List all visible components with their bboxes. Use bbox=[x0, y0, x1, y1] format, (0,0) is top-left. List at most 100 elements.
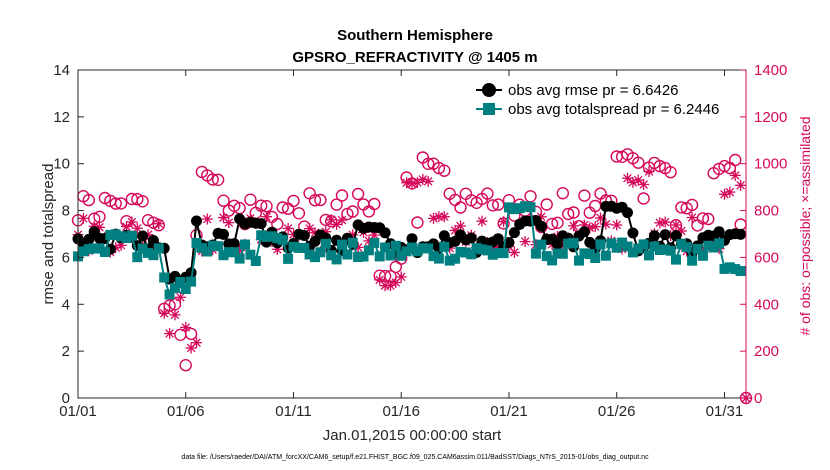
totalspread-point bbox=[724, 262, 735, 273]
totalspread-point bbox=[288, 241, 299, 252]
obs-assimilated-stroke bbox=[418, 175, 428, 184]
obs-assimilated-marker bbox=[568, 220, 580, 232]
totalspread-point bbox=[574, 255, 584, 266]
obs-assimilated-marker bbox=[455, 220, 466, 232]
obs-possible-marker bbox=[368, 197, 381, 211]
obs-possible-marker bbox=[492, 198, 505, 211]
obs-possible-marker bbox=[696, 212, 710, 225]
y-right-tick-label: 1000 bbox=[754, 156, 787, 173]
totalspread-point bbox=[310, 252, 320, 263]
obs-assimilated-stroke bbox=[165, 329, 174, 338]
totalspread-point bbox=[250, 256, 261, 266]
obs-possible-marker bbox=[287, 194, 300, 208]
y-axis-right: 0 200 400 600 800 1000 1200 1400 bbox=[740, 62, 787, 407]
obs-possible-marker bbox=[718, 159, 731, 173]
obs-possible-marker bbox=[729, 153, 742, 167]
y-axis-left: 0 2 4 6 8 10 12 14 bbox=[53, 62, 84, 407]
obs-assimilated-marker bbox=[476, 215, 488, 227]
totalspread-point bbox=[676, 239, 687, 250]
obs-possible-marker bbox=[540, 198, 553, 211]
totalspread-point bbox=[207, 240, 218, 251]
obs-possible-marker bbox=[486, 199, 499, 212]
x-tick-label: 01/16 bbox=[382, 403, 420, 420]
x-tick-label: 01/01 bbox=[59, 403, 97, 420]
obs-assimilated-stroke bbox=[326, 215, 336, 225]
totalspread-point bbox=[353, 252, 364, 262]
totalspread-point bbox=[509, 204, 520, 215]
obs-assimilated-stroke bbox=[407, 179, 417, 188]
totalspread-point bbox=[283, 253, 294, 264]
y-right-tick-label: 400 bbox=[754, 296, 779, 313]
totalspread-point bbox=[126, 230, 137, 241]
obs-assimilated-marker bbox=[201, 213, 213, 225]
y-axis-left-label: rmse and totalspread bbox=[40, 164, 57, 305]
totalspread-point bbox=[466, 249, 477, 260]
obs-possible-marker bbox=[109, 197, 122, 210]
legend-box bbox=[470, 78, 740, 118]
totalspread-point bbox=[137, 243, 148, 254]
y-axis-right-label: # of obs: o=possible; ×=assimilated bbox=[797, 116, 813, 335]
obs-assimilated-marker bbox=[438, 211, 450, 223]
totalspread-point bbox=[433, 253, 444, 264]
y-right-tick-label: 1200 bbox=[754, 109, 787, 126]
totalspread-point bbox=[477, 244, 487, 255]
x-tick-label: 01/11 bbox=[275, 403, 311, 420]
totalspread-point bbox=[347, 237, 358, 248]
totalspread-point bbox=[541, 251, 552, 262]
totalspread-point bbox=[654, 245, 665, 255]
obs-possible-marker bbox=[685, 198, 699, 212]
obs-possible-marker bbox=[276, 201, 289, 214]
rmse-point bbox=[191, 215, 202, 227]
totalspread-point bbox=[552, 248, 563, 259]
totalspread-point bbox=[277, 234, 288, 245]
totalspread-point bbox=[417, 243, 428, 254]
totalspread-point bbox=[498, 248, 509, 259]
obs-assimilated-stroke bbox=[450, 226, 460, 235]
rmse-point bbox=[83, 233, 95, 245]
obs-assimilated-stroke bbox=[202, 214, 212, 224]
x-tick-label: 01/31 bbox=[706, 403, 744, 420]
obs-assimilated-marker bbox=[729, 169, 741, 181]
obs-assimilated-stroke bbox=[224, 218, 234, 227]
obs-possible-marker bbox=[308, 193, 322, 207]
obs-assimilated-marker bbox=[724, 186, 736, 198]
obs-assimilated-stroke bbox=[623, 173, 632, 183]
obs-possible-marker bbox=[227, 199, 241, 213]
rmse-point bbox=[492, 233, 504, 245]
totalspread-point bbox=[547, 255, 558, 266]
totalspread-point bbox=[99, 247, 110, 257]
totalspread-point bbox=[390, 240, 401, 251]
legend-spread-marker bbox=[483, 103, 495, 115]
totalspread-point bbox=[110, 229, 121, 240]
totalspread-point bbox=[450, 253, 461, 264]
chart-title-line1: Southern Hemisphere bbox=[337, 27, 493, 44]
rmse-point bbox=[659, 229, 671, 241]
totalspread-point bbox=[240, 239, 250, 250]
obs-assimilated-stroke bbox=[154, 219, 164, 229]
legend-spread-label: obs avg totalspread pr = 6.2446 bbox=[508, 101, 719, 118]
totalspread-point bbox=[358, 251, 369, 262]
totalspread-point bbox=[94, 243, 105, 254]
totalspread-point bbox=[83, 244, 94, 255]
totalspread-point bbox=[342, 249, 353, 260]
totalspread-point bbox=[633, 243, 644, 254]
obs-assimilated-stroke bbox=[283, 224, 293, 233]
obs-assimilated-stroke bbox=[337, 215, 347, 225]
obs-assimilated-stroke bbox=[520, 237, 530, 246]
obs-assimilated-marker bbox=[174, 291, 186, 303]
totalspread-point bbox=[525, 202, 536, 213]
totalspread-point bbox=[622, 241, 633, 252]
obs-assimilated-marker bbox=[535, 211, 547, 223]
totalspread-point bbox=[363, 245, 374, 256]
totalspread-point bbox=[444, 255, 455, 266]
obs-possible-marker bbox=[163, 299, 176, 312]
obs-assimilated-stroke bbox=[644, 167, 654, 176]
totalspread-point bbox=[218, 250, 229, 261]
obs-assimilated-stroke bbox=[332, 220, 341, 229]
totalspread-point bbox=[213, 241, 224, 252]
obs-possible-marker bbox=[551, 216, 564, 230]
totalspread-point bbox=[520, 201, 531, 212]
obs-assimilated-stroke bbox=[660, 217, 670, 227]
obs-possible-marker bbox=[438, 164, 451, 177]
rmse-point bbox=[218, 228, 229, 240]
